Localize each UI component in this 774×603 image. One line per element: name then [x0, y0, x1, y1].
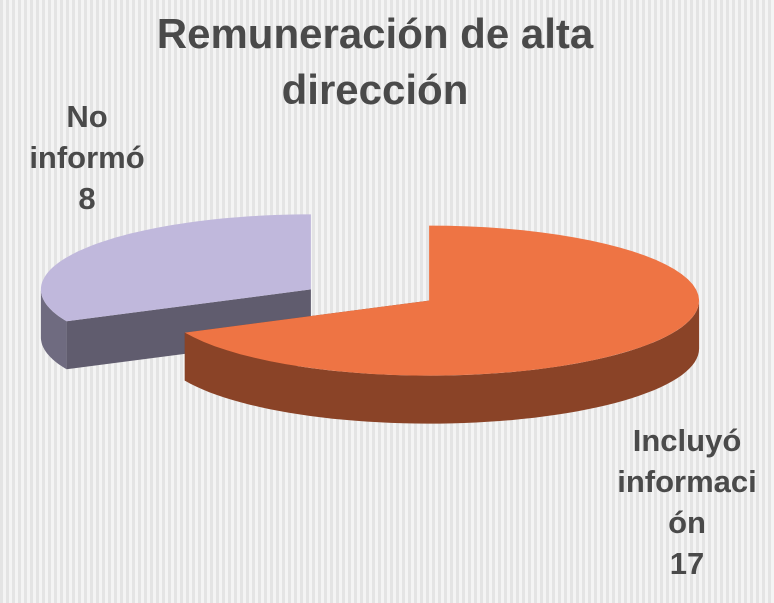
data-label: No informó 8 [12, 96, 162, 219]
category-label: Incluyó información [617, 423, 757, 540]
slice [184, 225, 700, 376]
chart-title: Remuneración de alta dirección [156, 10, 594, 113]
data-label: Incluyó información 17 [612, 420, 762, 584]
category-label: No informó [29, 99, 145, 175]
value-label: 17 [669, 546, 705, 581]
slice [40, 214, 311, 322]
slice-face [66, 289, 311, 370]
slice-side [184, 300, 700, 424]
slice-side [40, 289, 67, 370]
value-label: 8 [78, 181, 96, 216]
